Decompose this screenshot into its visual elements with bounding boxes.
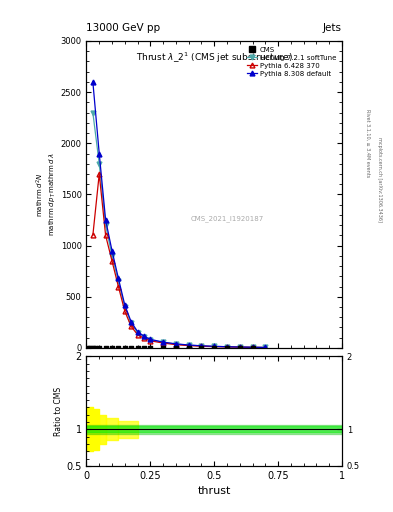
Pythia 6.428 370 <box>129 324 134 330</box>
Pythia 8.308 default <box>141 333 146 339</box>
Pythia 6.428 370 <box>103 232 108 239</box>
Text: Thrust $\lambda$_2$^1$ (CMS jet substructure): Thrust $\lambda$_2$^1$ (CMS jet substruc… <box>136 50 293 65</box>
Pythia 6.428 370 <box>186 343 191 349</box>
Herwig 7.2.1 softTune <box>263 345 268 351</box>
Herwig 7.2.1 softTune <box>174 341 178 347</box>
Pythia 6.428 370 <box>90 232 95 239</box>
Text: Rivet 3.1.10, ≥ 3.4M events: Rivet 3.1.10, ≥ 3.4M events <box>365 109 370 178</box>
Text: Jets: Jets <box>323 23 342 33</box>
CMS <box>90 344 96 352</box>
Pythia 6.428 370 <box>123 308 127 314</box>
Herwig 7.2.1 softTune <box>97 161 101 167</box>
CMS <box>198 344 205 352</box>
CMS <box>211 344 217 352</box>
Herwig 7.2.1 softTune <box>225 344 230 350</box>
CMS <box>87 344 94 352</box>
Pythia 6.428 370 <box>161 340 165 346</box>
Herwig 7.2.1 softTune <box>237 344 242 350</box>
Herwig 7.2.1 softTune <box>141 334 146 340</box>
CMS <box>141 344 147 352</box>
Pythia 8.308 default <box>97 151 101 157</box>
Pythia 8.308 default <box>116 275 121 282</box>
CMS <box>237 344 243 352</box>
Pythia 6.428 370 <box>237 344 242 350</box>
CMS <box>96 344 102 352</box>
CMS <box>128 344 134 352</box>
CMS <box>115 344 121 352</box>
Pythia 6.428 370 <box>250 344 255 350</box>
Pythia 8.308 default <box>161 339 165 345</box>
Pythia 8.308 default <box>110 248 114 254</box>
CMS <box>92 344 99 352</box>
Pythia 6.428 370 <box>263 345 268 351</box>
Pythia 8.308 default <box>174 341 178 347</box>
CMS <box>122 344 128 352</box>
Herwig 7.2.1 softTune <box>186 342 191 348</box>
X-axis label: thrust: thrust <box>198 486 231 496</box>
CMS <box>134 344 141 352</box>
Pythia 8.308 default <box>186 342 191 348</box>
CMS <box>160 344 166 352</box>
Herwig 7.2.1 softTune <box>103 222 108 228</box>
Pythia 6.428 370 <box>225 344 230 350</box>
CMS <box>109 344 115 352</box>
Pythia 8.308 default <box>135 329 140 335</box>
Pythia 8.308 default <box>212 343 217 349</box>
Pythia 6.428 370 <box>135 332 140 338</box>
Pythia 8.308 default <box>237 344 242 350</box>
CMS <box>185 344 192 352</box>
Line: Pythia 6.428 370: Pythia 6.428 370 <box>90 172 268 350</box>
Herwig 7.2.1 softTune <box>148 337 152 343</box>
Y-axis label: Ratio to CMS: Ratio to CMS <box>55 387 63 436</box>
Herwig 7.2.1 softTune <box>212 344 217 350</box>
Pythia 6.428 370 <box>116 284 121 290</box>
Pythia 8.308 default <box>263 345 268 351</box>
Pythia 6.428 370 <box>148 338 152 344</box>
Herwig 7.2.1 softTune <box>199 343 204 349</box>
Pythia 6.428 370 <box>141 335 146 342</box>
Herwig 7.2.1 softTune <box>161 339 165 346</box>
CMS <box>250 344 256 352</box>
Pythia 8.308 default <box>123 302 127 308</box>
Text: CMS_2021_I1920187: CMS_2021_I1920187 <box>190 216 264 222</box>
Y-axis label: $\mathrm{mathrm}\,d^2N$
$\mathrm{mathrm}\,d\,p_T\,\mathrm{mathrm}\,d\,\lambda$: $\mathrm{mathrm}\,d^2N$ $\mathrm{mathrm}… <box>35 153 58 236</box>
Herwig 7.2.1 softTune <box>90 110 95 116</box>
CMS <box>224 344 230 352</box>
Pythia 6.428 370 <box>174 342 178 348</box>
Pythia 8.308 default <box>225 344 230 350</box>
Pythia 8.308 default <box>103 217 108 223</box>
CMS <box>147 344 153 352</box>
CMS <box>103 344 109 352</box>
Line: Herwig 7.2.1 softTune: Herwig 7.2.1 softTune <box>90 110 268 350</box>
CMS <box>173 344 179 352</box>
Text: mcplots.cern.ch [arXiv:1306.3436]: mcplots.cern.ch [arXiv:1306.3436] <box>377 137 382 222</box>
Pythia 6.428 370 <box>212 344 217 350</box>
Herwig 7.2.1 softTune <box>123 304 127 310</box>
Pythia 6.428 370 <box>110 258 114 264</box>
Herwig 7.2.1 softTune <box>129 321 134 327</box>
Legend: CMS, Herwig 7.2.1 softTune, Pythia 6.428 370, Pythia 8.308 default: CMS, Herwig 7.2.1 softTune, Pythia 6.428… <box>245 45 338 79</box>
Pythia 8.308 default <box>90 79 95 85</box>
Herwig 7.2.1 softTune <box>250 344 255 350</box>
Herwig 7.2.1 softTune <box>135 330 140 336</box>
Pythia 6.428 370 <box>199 343 204 349</box>
Herwig 7.2.1 softTune <box>110 253 114 259</box>
CMS <box>84 344 91 352</box>
Herwig 7.2.1 softTune <box>116 279 121 285</box>
Pythia 6.428 370 <box>97 171 101 177</box>
Pythia 8.308 default <box>199 343 204 349</box>
Text: 13000 GeV pp: 13000 GeV pp <box>86 23 161 33</box>
Pythia 8.308 default <box>129 319 134 325</box>
Line: Pythia 8.308 default: Pythia 8.308 default <box>90 79 268 350</box>
Pythia 8.308 default <box>250 344 255 350</box>
Pythia 8.308 default <box>148 336 152 343</box>
